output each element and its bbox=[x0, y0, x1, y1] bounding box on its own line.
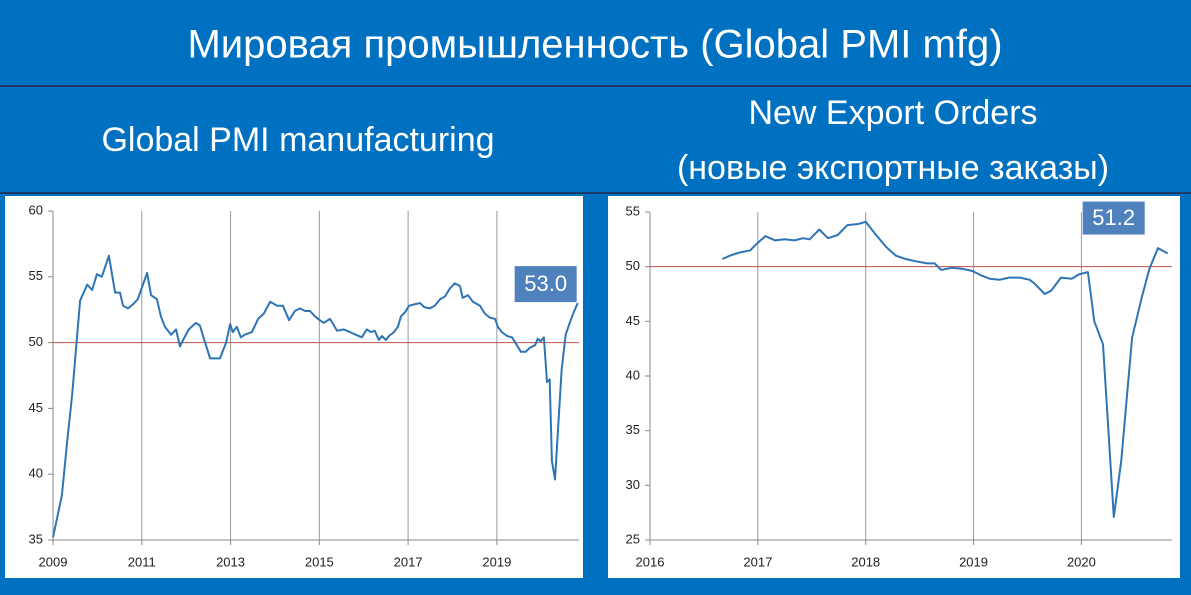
y-tick-label: 55 bbox=[29, 268, 43, 283]
slide-title: Мировая промышленность (Global PMI mfg) bbox=[187, 23, 1002, 67]
y-tick-label: 50 bbox=[29, 334, 43, 349]
data-line bbox=[721, 220, 1169, 518]
x-tick-label: 2019 bbox=[959, 554, 988, 569]
chart-title: New Export Orders bbox=[748, 94, 1037, 132]
data-line bbox=[52, 254, 579, 538]
y-tick-label: 50 bbox=[626, 258, 640, 273]
annotation: 53.0 bbox=[524, 271, 567, 296]
y-tick-label: 45 bbox=[29, 400, 43, 415]
y-tick-label: 45 bbox=[626, 313, 640, 328]
x-tick-label: 2017 bbox=[743, 554, 772, 569]
x-tick-label: 2017 bbox=[394, 554, 423, 569]
x-tick-label: 2020 bbox=[1067, 554, 1096, 569]
y-tick-label: 60 bbox=[29, 202, 43, 217]
chart-title: Global PMI manufacturing bbox=[101, 121, 494, 159]
chart-subtitle: (новые экспортные заказы) bbox=[677, 149, 1109, 187]
x-tick-label: 2016 bbox=[636, 554, 665, 569]
chart-panel bbox=[5, 196, 583, 578]
x-tick-label: 2009 bbox=[39, 554, 68, 569]
y-tick-label: 30 bbox=[626, 477, 640, 492]
x-tick-label: 2011 bbox=[128, 554, 156, 569]
y-tick-label: 35 bbox=[29, 531, 43, 546]
annotation: 51.2 bbox=[1092, 205, 1135, 230]
x-tick-label: 2015 bbox=[305, 554, 334, 569]
y-tick-label: 35 bbox=[626, 422, 640, 437]
annotation-box bbox=[514, 266, 577, 303]
y-tick-label: 55 bbox=[626, 203, 640, 218]
x-tick-label: 2019 bbox=[482, 554, 511, 569]
x-tick-label: 2018 bbox=[851, 554, 880, 569]
y-tick-label: 40 bbox=[626, 367, 640, 382]
annotation-box bbox=[1082, 201, 1145, 235]
x-tick-label: 2013 bbox=[216, 554, 245, 569]
chart-panel bbox=[608, 196, 1180, 578]
y-tick-label: 25 bbox=[626, 531, 640, 546]
y-tick-label: 40 bbox=[29, 466, 43, 481]
